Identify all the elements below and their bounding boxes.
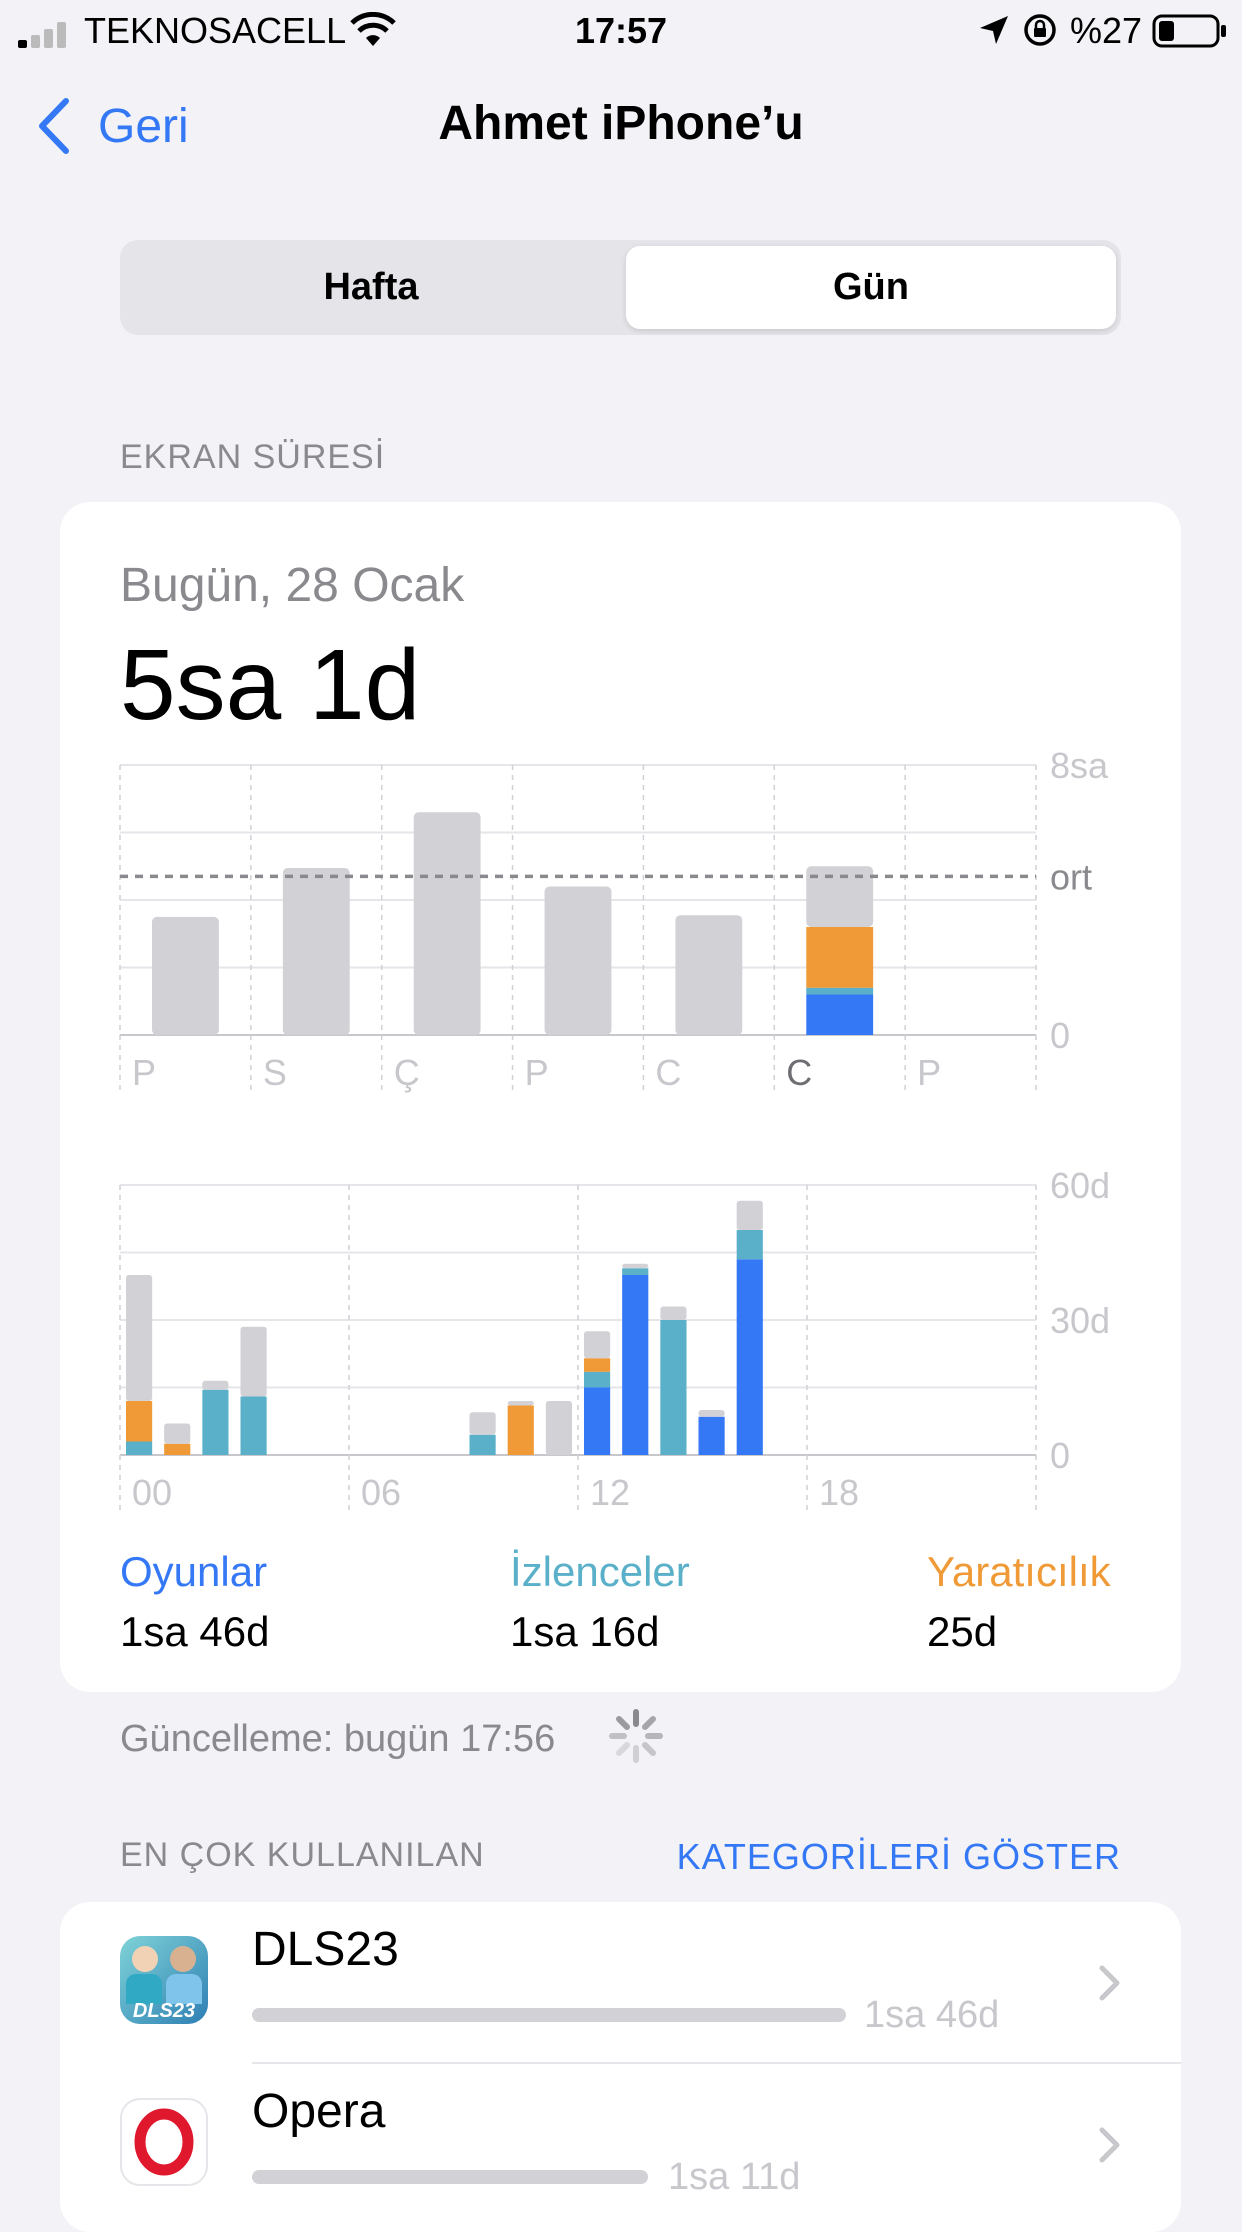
battery-percent: %27 xyxy=(1070,10,1143,51)
bar-C-Yaratıcılık xyxy=(806,927,874,988)
page-title: Ahmet iPhone’u xyxy=(438,97,804,150)
bar-C-Diğer xyxy=(675,915,743,1035)
y-tick-label: 0 xyxy=(1050,1015,1070,1056)
usage-bar xyxy=(252,2170,648,2184)
legend-entertainment-value: 1sa 16d xyxy=(510,1608,660,1655)
bar-hour-10-Yaratıcılık xyxy=(507,1405,534,1455)
y-tick-label: 8sa xyxy=(1050,745,1109,786)
bar-hour-1-Yaratıcılık xyxy=(164,1443,191,1455)
chevron-right-icon xyxy=(1099,2127,1120,2163)
period-segmented-control: Hafta Gün xyxy=(120,240,1121,335)
signal-icon xyxy=(18,22,66,48)
carrier-name: TEKNOSACELL xyxy=(84,10,347,51)
bar-S-Diğer xyxy=(282,867,350,1035)
most-used-section-label: EN ÇOK KULLANILAN xyxy=(120,1836,485,1874)
y-tick-label: ort xyxy=(1050,856,1092,897)
legend-entertainment-label: İzlenceler xyxy=(510,1548,690,1595)
back-label: Geri xyxy=(98,99,189,153)
weekly-chart: 8sa ort 0 P S Ç P C C P xyxy=(119,745,1109,1095)
bar-hour-12-İzlenceler xyxy=(584,1371,611,1388)
bar-hour-15-Oyunlar xyxy=(698,1416,725,1455)
bar-hour-16-İzlenceler xyxy=(736,1230,763,1260)
bar-hour-10-Diğer xyxy=(507,1401,534,1406)
legend-games-value: 1sa 46d xyxy=(120,1608,270,1655)
opera-app-icon xyxy=(120,2098,208,2186)
bar-hour-2-Diğer xyxy=(202,1380,229,1390)
y-tick-label: 30d xyxy=(1050,1300,1110,1341)
bar-hour-3-Diğer xyxy=(240,1326,267,1397)
wifi-icon xyxy=(350,12,396,46)
screen-time-card[interactable] xyxy=(60,502,1181,1692)
bar-hour-12-Diğer xyxy=(584,1331,611,1359)
bar-hour-0-Yaratıcılık xyxy=(126,1401,153,1442)
date-label: Bugün, 28 Ocak xyxy=(120,559,465,612)
loading-spinner-icon xyxy=(609,1709,663,1763)
day-label: P xyxy=(917,1052,941,1093)
dls23-app-icon: DLS23 xyxy=(120,1936,208,2024)
battery-icon xyxy=(1152,14,1226,48)
y-tick-label: 60d xyxy=(1050,1165,1110,1206)
app-name: DLS23 xyxy=(252,1923,399,1976)
legend-games-label: Oyunlar xyxy=(120,1548,268,1595)
bar-hour-12-Yaratıcılık xyxy=(584,1358,611,1372)
day-label: C xyxy=(655,1052,681,1093)
bar-hour-11-Diğer xyxy=(545,1401,572,1455)
legend-creativity-label: Yaratıcılık xyxy=(927,1548,1111,1595)
bar-hour-1-Diğer xyxy=(164,1423,191,1444)
screen-time-section-label: EKRAN SÜRESİ xyxy=(120,438,386,476)
row-divider xyxy=(252,2062,1181,2064)
bar-Ç-Diğer xyxy=(413,812,481,1035)
day-label: S xyxy=(263,1052,287,1093)
bar-C-Oyunlar xyxy=(806,994,874,1035)
legend-creativity-value: 25d xyxy=(927,1608,998,1655)
bar-hour-3-İzlenceler xyxy=(240,1396,267,1455)
bar-P-Diğer xyxy=(152,916,219,1035)
bar-hour-2-İzlenceler xyxy=(202,1389,229,1455)
bar-hour-13-Diğer xyxy=(622,1263,649,1269)
total-screen-time: 5sa 1d xyxy=(120,629,421,741)
day-label: P xyxy=(132,1052,156,1093)
app-row-opera[interactable]: Opera 1sa 11d xyxy=(60,2064,1181,2224)
bar-hour-16-Diğer xyxy=(736,1200,763,1230)
bar-hour-14-Diğer xyxy=(660,1306,687,1320)
bar-hour-9-İzlenceler xyxy=(469,1434,496,1455)
bar-hour-13-İzlenceler xyxy=(622,1268,649,1275)
bar-C-Diğer xyxy=(806,866,874,927)
app-duration: 1sa 11d xyxy=(668,2156,801,2198)
x-tick-label: 18 xyxy=(819,1472,859,1513)
x-tick-label: 06 xyxy=(361,1472,401,1513)
bar-P-Diğer xyxy=(544,886,612,1035)
bar-C-İzlenceler xyxy=(806,987,874,995)
bar-hour-0-İzlenceler xyxy=(126,1441,153,1455)
bar-hour-0-Diğer xyxy=(126,1275,153,1401)
tab-day[interactable]: Gün xyxy=(626,246,1116,329)
tab-week[interactable]: Hafta xyxy=(323,266,419,308)
bar-hour-13-Oyunlar xyxy=(622,1275,649,1455)
update-status: Güncelleme: bugün 17:56 xyxy=(120,1718,556,1760)
location-icon xyxy=(980,16,1008,44)
bar-hour-12-Oyunlar xyxy=(584,1387,611,1455)
chevron-right-icon xyxy=(1099,1965,1120,2001)
bar-hour-16-Oyunlar xyxy=(736,1259,763,1455)
app-name: Opera xyxy=(252,2085,386,2138)
y-tick-label: 0 xyxy=(1050,1435,1070,1476)
day-label: P xyxy=(525,1052,549,1093)
status-bar: TEKNOSACELL 17:57 %27 xyxy=(0,0,1242,62)
chevron-left-icon xyxy=(39,98,69,154)
day-label: Ç xyxy=(394,1052,420,1093)
x-tick-label: 12 xyxy=(590,1472,630,1513)
x-tick-label: 00 xyxy=(132,1472,172,1513)
app-duration: 1sa 46d xyxy=(864,1994,1000,2036)
show-categories-link[interactable]: KATEGORİLERİ GÖSTER xyxy=(676,1836,1121,1877)
bar-hour-9-Diğer xyxy=(469,1412,496,1435)
bar-hour-15-Diğer xyxy=(698,1410,725,1417)
day-label: C xyxy=(786,1052,812,1093)
clock: 17:57 xyxy=(574,10,668,51)
usage-bar xyxy=(252,2008,846,2022)
orientation-lock-icon xyxy=(1024,14,1056,46)
app-row-dls23[interactable]: DLS23 DLS23 1sa 46d xyxy=(60,1902,1181,2062)
bar-hour-14-İzlenceler xyxy=(660,1320,687,1455)
back-button[interactable]: Geri xyxy=(36,96,189,156)
